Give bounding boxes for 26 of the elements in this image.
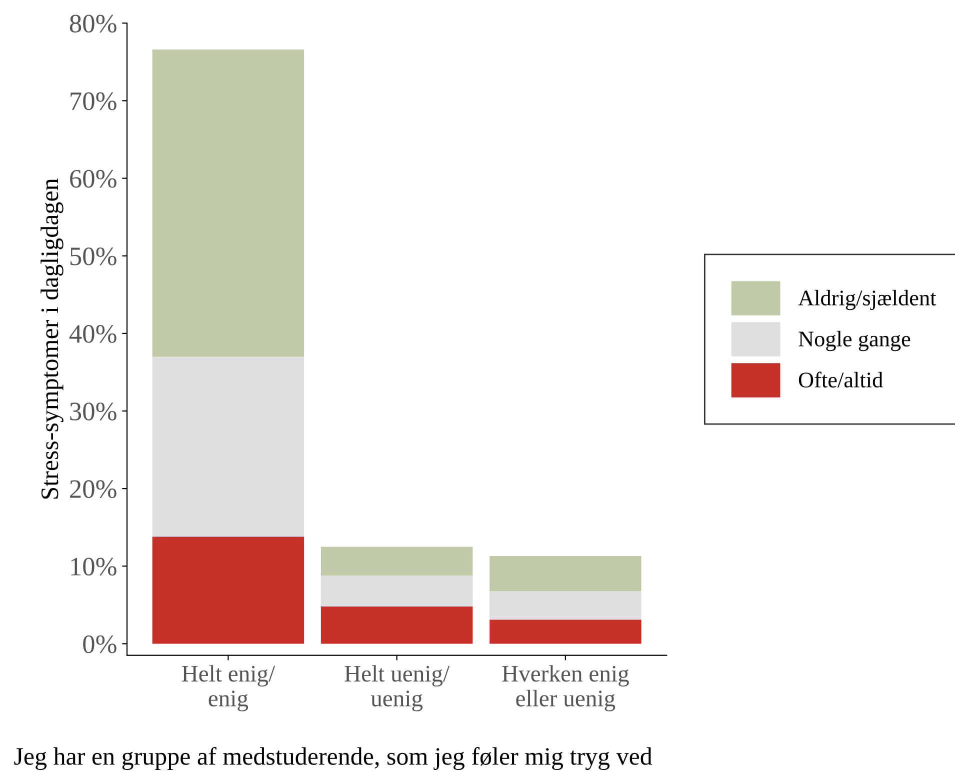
bar bbox=[152, 536, 304, 644]
y-tick-label: 0% bbox=[83, 635, 116, 654]
bar bbox=[152, 356, 304, 537]
legend-label: Aldrig/sjældent bbox=[798, 290, 936, 310]
x-axis-title: Jeg har en gruppe af medstuderende, som jeg føler mig tryg ved bbox=[14, 747, 652, 770]
y-axis-title: Stress-symptomer i dagligdagen bbox=[40, 178, 64, 499]
bar bbox=[490, 590, 642, 620]
bar bbox=[490, 556, 642, 591]
y-tick-label: 40% bbox=[69, 325, 116, 343]
bar bbox=[320, 546, 473, 576]
y-tick-label: 20% bbox=[70, 480, 116, 498]
bar bbox=[320, 606, 473, 644]
legend-label: Ofte/altid bbox=[798, 372, 883, 388]
x-tick-label: Hverken enig eller uenig bbox=[502, 665, 629, 712]
legend-label: Nogle gange bbox=[798, 330, 910, 352]
bar bbox=[320, 575, 473, 606]
x-tick-label: Helt enig/ enig bbox=[182, 665, 276, 712]
y-tick-label: 10% bbox=[71, 558, 116, 576]
y-tick-label: 30% bbox=[70, 402, 116, 420]
y-tick-label: 70% bbox=[70, 92, 116, 110]
y-tick-label: 60% bbox=[70, 170, 116, 188]
bar bbox=[152, 50, 304, 357]
x-tick-label: Helt uenig/ uenig bbox=[344, 665, 450, 712]
y-tick-label: 50% bbox=[70, 247, 116, 266]
y-tick-label: 80% bbox=[70, 14, 116, 33]
bar bbox=[490, 620, 642, 644]
